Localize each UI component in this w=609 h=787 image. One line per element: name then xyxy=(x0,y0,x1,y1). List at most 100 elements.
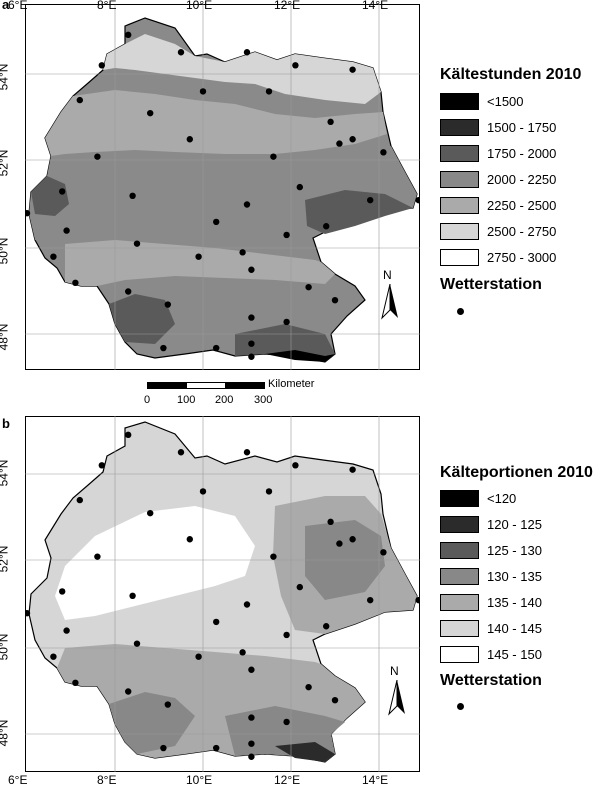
station-marker xyxy=(367,596,374,604)
station-legend-title: Wetterstation xyxy=(440,276,542,293)
north-label: N xyxy=(390,664,399,678)
legend-label: <1500 xyxy=(487,94,524,109)
scale-tick: 200 xyxy=(215,394,234,406)
legend-swatch xyxy=(440,594,479,611)
legend-label: <120 xyxy=(487,491,517,506)
station-marker xyxy=(243,201,251,208)
legend-swatch xyxy=(440,197,479,214)
station-marker xyxy=(323,223,330,230)
north-label: N xyxy=(383,268,392,282)
station-marker xyxy=(265,488,273,495)
station-marker xyxy=(164,301,171,308)
station-markers xyxy=(25,431,420,760)
station-marker xyxy=(336,540,343,547)
legend-item: 2750 - 3000 xyxy=(440,249,556,266)
station-marker xyxy=(248,740,255,747)
legend-swatch xyxy=(440,249,479,266)
station-marker xyxy=(305,683,312,691)
station-marker xyxy=(292,462,299,469)
station-legend-title: Wetterstation xyxy=(440,672,542,689)
station-marker xyxy=(283,718,290,726)
station-marker xyxy=(248,353,255,360)
station-marker xyxy=(186,136,193,143)
x-tick: 8°E xyxy=(97,0,117,12)
station-marker xyxy=(160,744,167,752)
north-arrow-icon xyxy=(381,284,398,320)
x-tick: 8°E xyxy=(97,773,117,787)
legend-swatch xyxy=(440,490,479,507)
legend-item: 1750 - 2000 xyxy=(440,145,556,162)
station-marker xyxy=(323,623,330,630)
legend-item: 125 - 130 xyxy=(440,542,542,559)
station-marker xyxy=(367,196,374,204)
y-tick: 50°N xyxy=(0,237,11,265)
station-legend-dot xyxy=(457,308,464,315)
legend-swatch xyxy=(440,568,479,585)
station-marker xyxy=(63,627,70,634)
station-marker xyxy=(213,344,220,352)
legend-swatch xyxy=(440,516,479,533)
station-marker xyxy=(336,140,343,147)
station-marker xyxy=(199,88,207,95)
north-arrow-icon xyxy=(388,680,405,716)
legend-label: 140 - 145 xyxy=(487,621,542,636)
station-marker xyxy=(76,496,83,504)
x-tick: 12°E xyxy=(274,0,301,12)
station-legend-dot xyxy=(457,703,464,710)
station-marker xyxy=(239,249,246,256)
legend-item: 135 - 140 xyxy=(440,594,542,611)
station-marker xyxy=(25,210,31,217)
station-marker xyxy=(98,62,106,69)
legend-title: Kältestunden 2010 xyxy=(440,66,582,83)
legend-item: 145 - 150 xyxy=(440,646,542,663)
station-marker xyxy=(199,488,207,495)
legend-item: 2500 - 2750 xyxy=(440,223,556,240)
station-marker xyxy=(50,253,57,260)
station-marker xyxy=(243,49,251,56)
station-marker xyxy=(160,344,167,352)
station-marker xyxy=(243,449,251,456)
station-marker xyxy=(305,283,312,291)
legend-swatch xyxy=(440,223,479,240)
station-marker xyxy=(349,66,356,73)
legend-swatch xyxy=(440,171,479,188)
station-marker xyxy=(213,218,220,226)
y-tick: 50°N xyxy=(0,633,11,661)
station-marker xyxy=(349,136,356,143)
scale-tick: 100 xyxy=(177,394,196,406)
x-tick: 14°E xyxy=(362,773,389,787)
y-tick: 52°N xyxy=(0,149,11,177)
station-marker xyxy=(248,753,255,760)
station-marker xyxy=(177,49,185,56)
station-marker xyxy=(265,88,273,95)
station-marker xyxy=(164,701,171,708)
y-tick: 54°N xyxy=(0,459,11,487)
station-marker xyxy=(248,340,255,347)
station-marker xyxy=(133,240,141,247)
station-marker xyxy=(327,518,334,526)
x-tick: 14°E xyxy=(362,0,389,12)
legend-item: <120 xyxy=(440,490,516,507)
station-marker xyxy=(125,688,132,695)
legend-title: Kälteportionen 2010 xyxy=(440,464,593,481)
station-markers xyxy=(25,31,420,360)
station-marker xyxy=(248,266,255,273)
station-marker xyxy=(133,640,141,647)
station-marker xyxy=(270,553,277,560)
station-marker xyxy=(283,231,290,239)
legend-item: 130 - 135 xyxy=(440,568,542,585)
station-marker xyxy=(296,183,303,191)
station-marker xyxy=(331,297,339,304)
station-marker xyxy=(125,288,132,295)
scale-bar xyxy=(147,382,265,389)
station-marker xyxy=(327,118,334,126)
y-tick: 52°N xyxy=(0,545,11,573)
station-marker xyxy=(195,253,202,260)
x-tick: 6°E xyxy=(8,0,28,12)
station-marker xyxy=(76,96,83,104)
scale-tick: 300 xyxy=(254,394,273,406)
legend-swatch xyxy=(440,93,479,110)
station-marker xyxy=(349,466,356,473)
scale-tick: 0 xyxy=(144,394,151,406)
legend-swatch xyxy=(440,145,479,162)
